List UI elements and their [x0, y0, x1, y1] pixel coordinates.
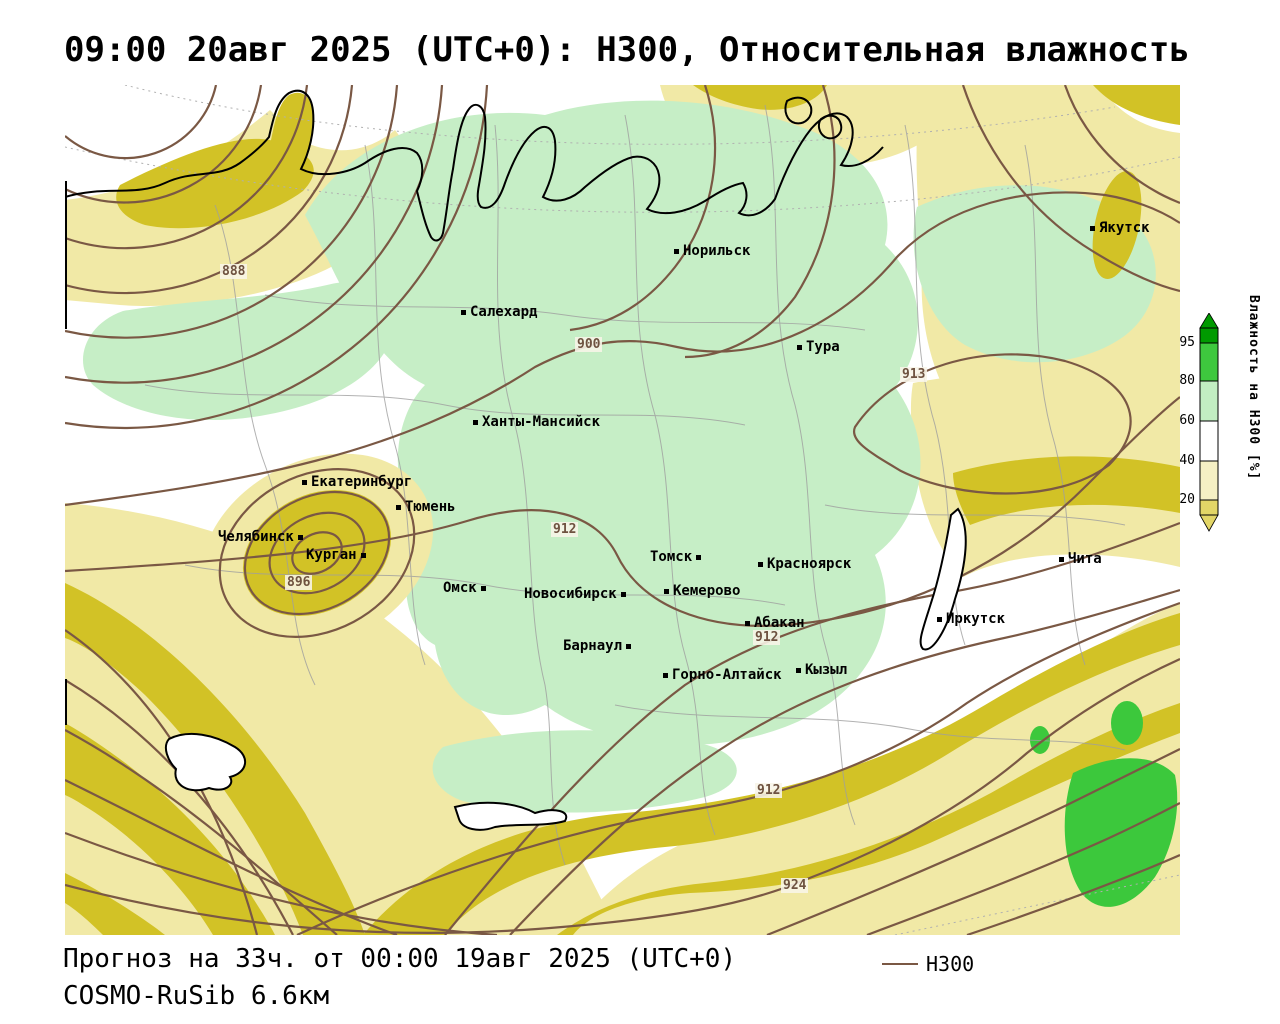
- colorbar-tick-95: 95: [1179, 335, 1195, 350]
- admin-boundaries: [144, 104, 1126, 866]
- city-marker: [396, 504, 401, 510]
- city-name: Челябинск: [218, 529, 294, 545]
- coastline: [65, 89, 884, 725]
- city-marker: [461, 309, 466, 315]
- city-marker: [758, 561, 763, 567]
- city-tomsk: Томск: [650, 549, 702, 565]
- city-marker: [620, 591, 626, 597]
- city-omsk: Омск: [443, 581, 486, 595]
- city-kurgan: Курган: [306, 548, 366, 562]
- city-marker: [1059, 556, 1064, 562]
- city-name: Абакан: [754, 615, 805, 631]
- city-salekhard: Салехард: [461, 305, 537, 319]
- lake-south: [453, 801, 568, 831]
- city-name: Курган: [306, 547, 357, 563]
- page-title: 09:00 20авг 2025 (UTC+0): H300, Относите…: [64, 30, 1190, 70]
- colorbar-tick-60: 60: [1179, 413, 1195, 428]
- forecast-map: [65, 85, 1180, 935]
- city-novosibirsk: Новосибирск: [524, 587, 626, 601]
- contour-label: 912: [753, 630, 781, 645]
- model-info: COSMO-RuSib 6.6км: [63, 981, 330, 1011]
- city-ekaterinburg: Екатеринбург: [302, 475, 412, 489]
- map-legend: H300: [882, 952, 974, 976]
- city-name: Иркутск: [946, 611, 1006, 627]
- city-marker: [480, 585, 486, 591]
- city-irkutsk: Иркутск: [937, 612, 1005, 626]
- colorbar-tick-80: 80: [1179, 373, 1195, 388]
- city-marker: [297, 534, 303, 540]
- city-marker: [626, 643, 632, 649]
- city-barnaul: Барнаул: [563, 638, 632, 654]
- city-khanty-mansiysk: Ханты-Мансийск: [473, 415, 600, 429]
- city-marker: [674, 248, 679, 254]
- contour-label: 896: [285, 575, 313, 590]
- city-name: Горно-Алтайск: [672, 667, 782, 683]
- colorbar-axis-label: Влажность на H300 [%]: [1246, 295, 1261, 481]
- city-name: Ханты-Мансийск: [482, 414, 601, 430]
- city-marker: [663, 672, 668, 678]
- city-name: Норильск: [683, 243, 751, 259]
- city-marker: [796, 667, 801, 673]
- city-tyumen: Тюмень: [396, 500, 456, 514]
- city-yakutsk: Якутск: [1090, 221, 1150, 235]
- city-name: Кемерово: [673, 583, 741, 599]
- city-name: Тюмень: [405, 499, 456, 515]
- city-name: Омск: [443, 580, 477, 596]
- city-name: Тура: [806, 339, 840, 355]
- city-chelyabinsk: Челябинск: [218, 530, 303, 544]
- contour-label: 888: [220, 264, 248, 279]
- humidity-colorbar: [1199, 313, 1219, 532]
- city-marker: [797, 344, 802, 350]
- city-name: Новосибирск: [524, 586, 617, 602]
- city-marker: [1090, 225, 1095, 231]
- contour-label: 913: [900, 367, 928, 382]
- colorbar-tick-40: 40: [1179, 453, 1195, 468]
- city-kemerovo: Кемерово: [664, 584, 740, 598]
- contour-label: 900: [575, 337, 603, 352]
- forecast-info: Прогноз на 33ч. от 00:00 19авг 2025 (UTC…: [63, 944, 737, 974]
- city-name: Якутск: [1099, 220, 1150, 236]
- city-name: Екатеринбург: [311, 474, 413, 490]
- city-name: Салехард: [470, 304, 538, 320]
- lake-southwest: [165, 732, 246, 792]
- h300-legend-line-icon: [882, 963, 918, 965]
- h300-contours: [65, 85, 1180, 935]
- city-norilsk: Норильск: [674, 244, 750, 258]
- contour-label: 912: [755, 783, 783, 798]
- legend-label: H300: [926, 952, 975, 976]
- city-marker: [937, 616, 942, 622]
- city-kyzyl: Кызыл: [796, 663, 847, 677]
- city-tura: Тура: [797, 340, 840, 354]
- city-name: Барнаул: [563, 638, 623, 654]
- city-marker: [473, 419, 478, 425]
- city-name: Томск: [650, 549, 693, 565]
- city-krasnoyarsk: Красноярск: [758, 557, 851, 571]
- city-chita: Чита: [1059, 552, 1102, 566]
- contour-label: 912: [551, 522, 579, 537]
- city-marker: [696, 554, 702, 560]
- city-name: Чита: [1068, 551, 1102, 567]
- humidity-region-pale-green: [83, 100, 1156, 813]
- city-marker: [302, 479, 307, 485]
- city-marker: [360, 552, 366, 558]
- colorbar-tick-20: 20: [1179, 492, 1195, 507]
- city-gorno-altaysk: Горно-Алтайск: [663, 668, 782, 682]
- city-marker: [745, 620, 750, 626]
- city-abakan: Абакан: [745, 616, 805, 630]
- city-name: Красноярск: [767, 556, 852, 572]
- lakes: [165, 507, 967, 831]
- city-marker: [664, 588, 669, 594]
- lake-baikal: [919, 507, 967, 651]
- contour-label: 924: [781, 878, 809, 893]
- city-name: Кызыл: [805, 662, 848, 678]
